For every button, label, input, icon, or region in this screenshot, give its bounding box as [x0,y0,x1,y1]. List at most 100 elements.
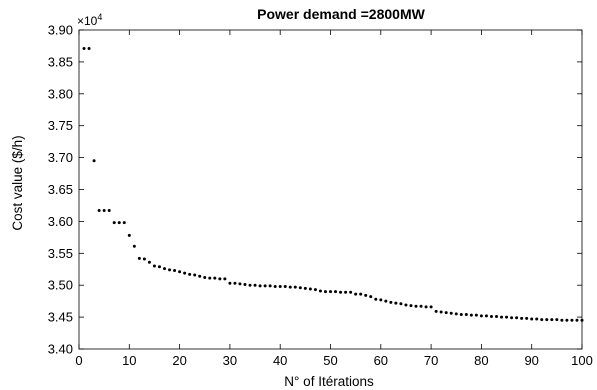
data-point [303,286,307,290]
data-point [157,265,161,269]
data-point [198,274,202,278]
data-point [308,287,312,291]
data-point [253,283,257,287]
data-point [479,314,483,318]
data-point [152,264,156,268]
x-tick-label: 80 [474,353,488,368]
data-point [183,271,187,275]
y-exponent-power: 4 [97,12,102,22]
data-point [555,318,559,322]
x-tick-label: 70 [424,353,438,368]
data-point [203,276,207,280]
x-axis: 0 10 20 30 40 50 60 70 80 90 100 [75,30,593,368]
data-point [474,313,478,317]
data-point [137,256,141,260]
data-point [339,290,343,294]
data-point [414,304,418,308]
y-axis-label: Cost value ($/h) [10,135,25,230]
data-point [409,304,413,308]
data-point [384,299,388,303]
data-point [570,318,574,322]
data-point [117,221,121,225]
data-point [82,47,86,51]
y-axis: 3.40 3.45 3.50 3.55 3.60 3.65 3.70 3.75 3.80 3.85… [48,23,582,357]
data-point [379,298,383,302]
data-point [112,221,116,225]
y-tick-label: 3.55 [48,246,73,261]
y-tick-label: 3.60 [48,214,73,229]
data-point [560,318,564,322]
x-tick-label: 0 [75,353,82,368]
data-point [147,260,151,264]
plot-frame [78,29,583,350]
data-point [515,316,519,320]
data-point [298,286,302,290]
data-point [489,314,493,318]
data-point [258,284,262,288]
data-point [132,244,136,248]
data-point [188,272,192,276]
x-tick-label: 90 [524,353,538,368]
y-tick-label: 3.50 [48,278,73,293]
y-tick-label: 3.65 [48,182,73,197]
plot-border [78,29,583,350]
data-point [243,283,247,287]
data-point [429,305,433,309]
x-tick-label: 20 [172,353,186,368]
data-point [550,318,554,322]
data-point [419,304,423,308]
data-point [163,267,167,271]
data-point [208,276,212,280]
data-point [359,292,363,296]
data-point [494,314,498,318]
data-point [142,257,146,261]
data-point [102,209,106,213]
data-point [268,284,272,288]
data-point [575,318,579,322]
y-exponent-label: ×104 [77,12,102,28]
data-point [389,300,393,304]
x-tick-label: 10 [122,353,136,368]
data-point [349,290,353,294]
data-point [283,284,287,288]
data-series [82,47,584,322]
data-point [238,282,242,286]
data-point [127,233,131,237]
data-point [439,310,443,314]
data-point [278,284,282,288]
chart-title: Power demand =2800MW [257,6,425,22]
data-point [369,295,373,299]
data-point [173,269,177,273]
data-point [354,292,358,296]
data-point [434,309,438,313]
data-point [404,303,408,307]
data-point [484,314,488,318]
data-point [288,285,292,289]
y-tick-label: 3.75 [48,118,73,133]
data-point [500,315,504,319]
y-exponent-base: ×10 [77,14,98,28]
data-point [107,209,111,213]
data-point [273,284,277,288]
data-point [293,285,297,289]
x-axis-label: N° of Itérations [284,374,374,389]
data-point [228,281,232,285]
data-point [213,276,217,280]
data-point [178,270,182,274]
data-point [313,288,317,292]
y-tick-label: 3.70 [48,150,73,165]
data-point [454,312,458,316]
data-point [344,290,348,294]
data-point [535,317,539,321]
data-point [469,313,473,317]
data-point [580,318,584,322]
data-point [334,290,338,294]
y-tick-label: 3.80 [48,86,73,101]
data-point [122,221,126,225]
data-point [449,311,453,315]
data-point [329,290,332,294]
data-point [520,316,524,320]
data-point [545,318,549,322]
x-tick-label: 30 [223,353,237,368]
